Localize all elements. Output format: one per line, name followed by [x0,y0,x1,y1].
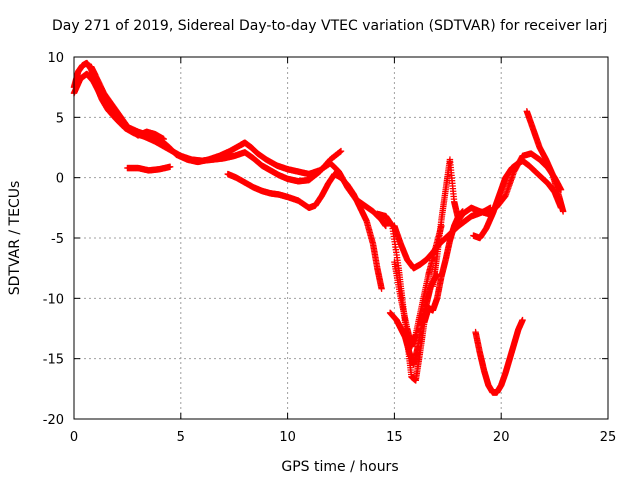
data-trace-3 [87,63,167,143]
data-trace-4 [124,163,174,174]
x-tick-label: 15 [386,430,403,445]
y-tick-label: -15 [43,353,64,368]
data-trace-8 [386,271,441,368]
y-axis-label: SDTVAR / TECUs [7,181,23,296]
y-tick-label: 0 [56,172,64,187]
y-tick-label: -10 [43,292,64,307]
chart-title: Day 271 of 2019, Sidereal Day-to-day VTE… [52,18,607,34]
axis-ticks: 0 5 10 15 20 25 -20 -15 -10 -5 0 5 10 [43,51,617,445]
data-point [559,208,567,215]
x-tick-label: 10 [279,430,296,445]
y-tick-label: 5 [56,111,64,126]
x-tick-label: 20 [493,430,510,445]
data-trace-13 [523,108,567,215]
data-point [519,316,526,324]
data-trace-12 [472,316,526,396]
x-tick-label: 25 [600,430,617,445]
data-series [70,59,567,396]
data-point [337,147,345,155]
data-point [382,222,390,230]
data-point [166,163,174,171]
data-trace-5 [224,170,385,292]
data-point [160,135,167,143]
y-tick-label: -5 [51,232,64,247]
data-trace-2 [70,70,390,230]
x-tick-label: 5 [177,430,185,445]
x-tick-label: 0 [70,430,78,445]
y-tick-label: 10 [47,51,64,66]
y-tick-label: -20 [43,413,64,428]
data-point [378,285,385,292]
x-axis-label: GPS time / hours [281,459,398,475]
